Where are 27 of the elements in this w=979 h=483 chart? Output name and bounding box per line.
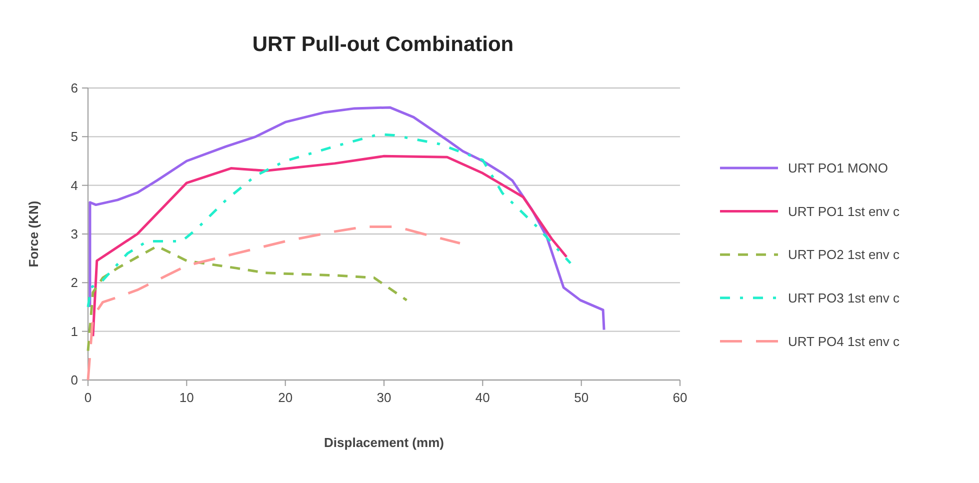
x-tick-label: 40 (475, 390, 490, 405)
y-tick-label: 0 (70, 372, 78, 388)
line-series (86, 132, 572, 308)
y-tick-label: 3 (70, 226, 78, 242)
x-tick-label: 20 (278, 390, 293, 405)
x-axis-title: Displacement (mm) (324, 435, 444, 450)
legend-label: URT PO3 1st env c (788, 290, 900, 306)
x-tick-label: 60 (672, 390, 688, 405)
y-tick-label: 2 (70, 275, 78, 290)
line-series (86, 244, 408, 352)
chart-title: URT Pull-out Combination (252, 33, 514, 56)
line-series (86, 225, 462, 382)
line-series (92, 154, 568, 338)
y-tick-label: 6 (70, 80, 78, 96)
line-series (88, 106, 606, 332)
y-axis-title: Force (KN) (26, 200, 41, 268)
x-tick-label: 10 (179, 390, 194, 405)
legend-label: URT PO4 1st env c (788, 334, 900, 349)
legend-label: URT PO2 1st env c (788, 247, 900, 262)
y-tick-label: 1 (70, 324, 78, 339)
x-tick-label: 50 (574, 390, 589, 405)
y-tick-label: 5 (70, 129, 78, 144)
legend-label: URT PO1 MONO (788, 160, 888, 176)
legend-label: URT PO1 1st env c (788, 204, 900, 219)
x-tick-label: 30 (376, 390, 392, 405)
y-tick-label: 4 (70, 178, 78, 193)
x-tick-label: 0 (84, 390, 92, 405)
